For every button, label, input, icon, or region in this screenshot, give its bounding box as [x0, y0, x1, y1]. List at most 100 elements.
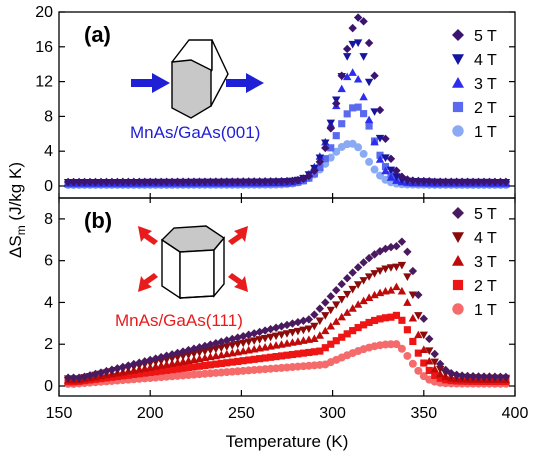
data-point-b	[113, 372, 121, 381]
arrow-icon-lower-right	[228, 273, 248, 292]
data-point-b	[327, 340, 335, 348]
legend-marker-b	[452, 255, 464, 266]
data-point-b	[124, 371, 132, 379]
data-point-b	[310, 334, 319, 342]
data-point-b	[338, 333, 346, 341]
data-point-b	[195, 362, 204, 370]
data-point-b	[326, 292, 335, 301]
data-point-a	[233, 177, 242, 186]
data-point-a	[342, 53, 352, 61]
data-point-b	[337, 296, 346, 304]
legend-marker-b	[452, 207, 464, 219]
data-point-a	[386, 173, 396, 181]
data-point-b	[430, 349, 439, 359]
data-point-a	[392, 173, 401, 181]
data-point-b	[397, 286, 407, 295]
data-point-b	[337, 279, 346, 289]
data-point-b	[326, 306, 335, 315]
data-point-b	[179, 364, 187, 372]
legend-label-b: 2 T	[474, 278, 497, 295]
data-point-b	[370, 290, 379, 299]
data-point-b	[190, 363, 198, 371]
data-point-b	[163, 366, 171, 374]
data-point-b	[277, 352, 286, 360]
data-point-a	[310, 166, 319, 175]
data-point-b	[332, 285, 341, 295]
data-point-b	[414, 366, 423, 375]
data-point-a	[457, 177, 467, 186]
data-point-b	[419, 345, 428, 353]
sample-label-a: MnAs/GaAs(001)	[130, 123, 260, 142]
data-point-b	[239, 339, 248, 348]
data-point-b	[397, 344, 406, 353]
data-point-b	[256, 355, 264, 363]
data-point-b	[321, 298, 330, 307]
data-point-b	[173, 353, 182, 362]
data-point-b	[364, 293, 374, 301]
data-point-b	[212, 360, 220, 368]
data-point-b	[228, 334, 237, 344]
data-point-b	[343, 330, 351, 338]
data-point-a	[501, 177, 511, 187]
data-point-a	[96, 177, 106, 187]
y-tick-label: 2	[44, 336, 53, 353]
data-point-a	[354, 103, 362, 111]
data-point-a	[342, 44, 352, 54]
data-point-b	[431, 371, 439, 379]
data-point-a	[321, 143, 330, 153]
data-point-b	[381, 244, 390, 254]
data-point-b	[184, 364, 193, 372]
data-point-a	[353, 74, 363, 83]
data-point-b	[184, 351, 193, 360]
data-point-b	[370, 270, 379, 278]
data-point-b	[195, 349, 204, 357]
data-point-b	[353, 263, 363, 272]
data-point-b	[364, 273, 374, 281]
legend-label-b: 4 T	[474, 230, 497, 247]
data-point-a	[446, 177, 456, 186]
panel-b-letter: (b)	[84, 208, 112, 233]
data-point-a	[375, 155, 385, 163]
data-point-b	[271, 332, 281, 341]
data-point-b	[436, 374, 444, 382]
data-point-b	[348, 285, 357, 294]
data-point-b	[364, 253, 374, 263]
data-point-b	[375, 267, 385, 276]
legend-marker-a	[452, 54, 464, 65]
data-point-a	[327, 144, 335, 152]
data-point-b	[250, 355, 258, 363]
data-point-b	[376, 315, 384, 323]
data-point-b	[436, 365, 445, 374]
y-tick-label: 8	[44, 108, 53, 125]
data-point-a	[403, 175, 412, 184]
data-point-b	[392, 263, 401, 272]
data-point-a	[200, 177, 210, 186]
data-point-b	[315, 317, 325, 326]
data-point-b	[485, 372, 494, 381]
data-point-b	[408, 266, 418, 276]
panel-b-frame	[58, 197, 516, 397]
data-point-b	[162, 351, 171, 360]
data-point-a	[222, 177, 232, 186]
data-point-b	[419, 314, 428, 323]
data-point-a	[414, 176, 423, 186]
data-point-b	[436, 359, 445, 369]
data-point-a	[217, 177, 226, 186]
data-point-b	[315, 304, 325, 313]
data-point-b	[140, 357, 149, 366]
data-point-b	[272, 353, 280, 361]
data-point-b	[408, 291, 418, 300]
x-tick-label: 150	[46, 405, 73, 422]
data-point-a	[485, 177, 494, 187]
data-point-b	[184, 345, 193, 355]
data-point-b	[206, 361, 214, 369]
data-point-b	[178, 352, 188, 361]
data-point-b	[255, 336, 264, 344]
data-point-a	[244, 177, 253, 186]
legend-marker-a	[452, 77, 464, 88]
legend-label-b: 1 T	[474, 302, 497, 319]
data-point-a	[365, 122, 373, 130]
data-point-a	[74, 177, 84, 187]
data-point-b	[249, 337, 259, 345]
data-point-a	[326, 124, 335, 133]
